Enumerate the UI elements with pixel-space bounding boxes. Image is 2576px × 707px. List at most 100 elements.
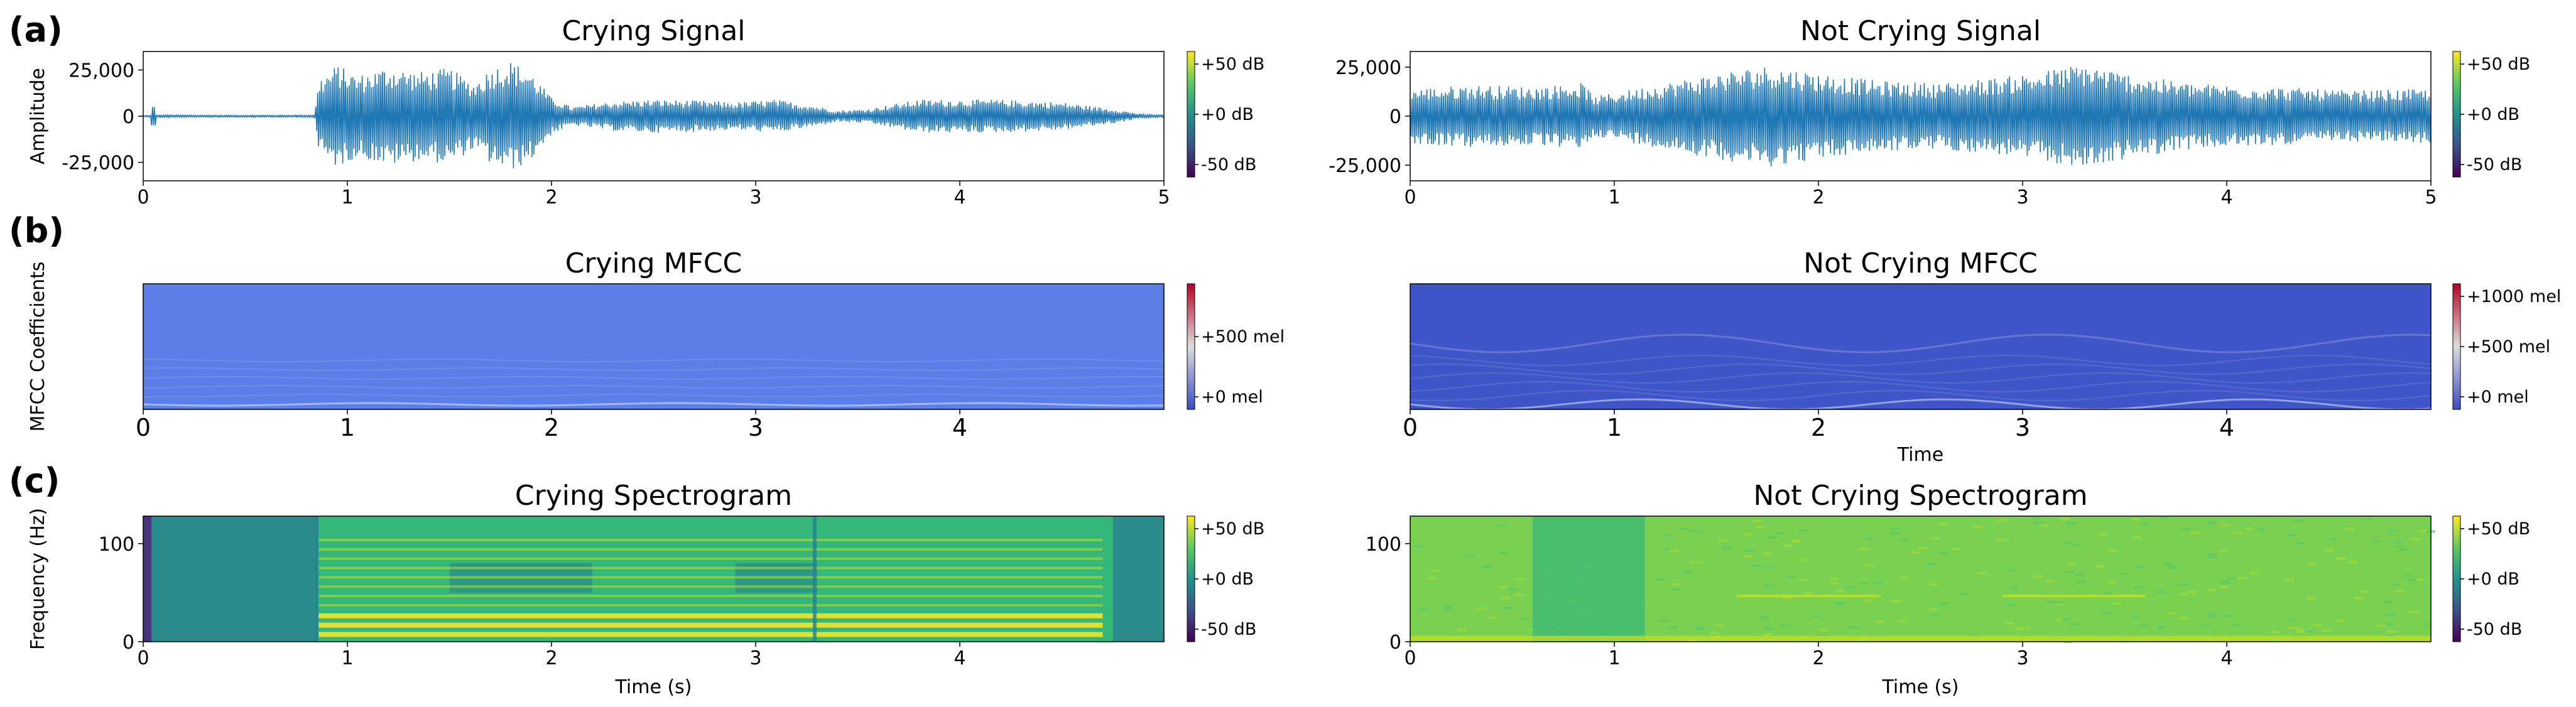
- spectrogram-speckle: [1428, 577, 1437, 580]
- spectrogram-speckle: [2072, 544, 2082, 546]
- harmonic-band: [318, 566, 1103, 569]
- x-axis-label: Time (s): [1882, 676, 1959, 698]
- y-tick-label: -25,000: [1329, 155, 1401, 177]
- mfcc-streak: [1410, 398, 2432, 411]
- spectrogram-speckle: [1930, 583, 1939, 586]
- crying-spectrogram-plot: 0 1 2 3 4 0 100 Crying Spectrogram Time (s) Frequ…: [27, 480, 1264, 698]
- spectrogram-speckle: [2067, 522, 2075, 525]
- colorbar-tick-label: -50 dB: [2467, 155, 2522, 175]
- colorbar: [1187, 515, 1195, 642]
- spectrogram-speckle: [2385, 622, 2394, 625]
- spectrogram-speckle: [2335, 619, 2345, 622]
- spectrogram-speckle: [2108, 550, 2117, 553]
- spectrogram-speckle: [2207, 521, 2216, 524]
- spectrogram-speckle: [1690, 530, 1700, 532]
- spectrogram-speckle: [2137, 565, 2146, 568]
- spectrogram-speckle: [2131, 518, 2140, 521]
- spectrogram-speckle: [1476, 607, 1486, 610]
- spectrogram-speckle: [2065, 571, 2075, 574]
- spectrogram-speckle: [2395, 545, 2405, 548]
- spectrogram-speckle: [1759, 615, 1768, 618]
- harmonic-band: [2002, 595, 2145, 597]
- spectrogram-speckle: [2045, 580, 2055, 583]
- spectrogram-speckle: [1763, 552, 1772, 555]
- spectrogram-speckle: [2395, 590, 2405, 593]
- spectrogram-speckle: [2227, 577, 2237, 580]
- spectrogram-speckle: [1849, 625, 1858, 629]
- x-tick-label: 3: [2016, 647, 2028, 669]
- spectrogram-speckle: [2285, 618, 2294, 621]
- chart-title: Not Crying MFCC: [1803, 247, 2038, 279]
- spectrogram-speckle: [2060, 618, 2070, 621]
- spectrogram-speckle: [1466, 554, 1475, 558]
- signal-line: [143, 63, 1165, 169]
- spectrogram-speckle: [2296, 630, 2306, 634]
- spectrogram-speckle: [2067, 562, 2077, 565]
- colorbar: [2452, 515, 2461, 642]
- y-tick-label: 100: [99, 534, 134, 556]
- spectrogram-speckle: [2219, 585, 2229, 588]
- spectrogram-region: [813, 516, 817, 642]
- spectrogram-speckle: [1415, 545, 1424, 548]
- spectrogram-speckle: [1898, 619, 1907, 622]
- spectrogram-speckle: [1443, 605, 1452, 608]
- spectrogram-speckle: [1710, 632, 1719, 635]
- chart-title: Crying MFCC: [565, 247, 742, 279]
- spectrogram-speckle: [1798, 529, 1808, 532]
- spectrogram-speckle: [2202, 623, 2212, 627]
- x-tick-label: 3: [749, 186, 761, 208]
- mfcc-streak: [143, 402, 1165, 407]
- spectrogram-speckle: [2234, 531, 2243, 534]
- colorbar-tick-label: +50 dB: [1201, 519, 1264, 539]
- spectrogram-speckle: [1679, 527, 1688, 530]
- x-tick-label: 5: [1158, 186, 1170, 208]
- spectrogram-speckle: [2160, 516, 2168, 519]
- spectrogram-speckle: [2180, 593, 2188, 596]
- spectrogram-speckle: [1672, 588, 1681, 591]
- spectrogram-speckle: [1722, 546, 1732, 549]
- spectrogram-speckle: [1865, 537, 1874, 540]
- spectrogram-speckle: [1939, 602, 1948, 605]
- x-tick-label: 4: [2219, 414, 2234, 441]
- y-tick-label: 100: [1366, 534, 1401, 556]
- spectrogram-speckle: [2077, 580, 2086, 583]
- spectrogram-speckle: [1775, 531, 1785, 534]
- spectrogram-speckle: [2360, 590, 2369, 593]
- spectrogram-speckle: [1890, 532, 1899, 535]
- x-tick-label: 1: [1607, 414, 1622, 441]
- spectrogram-speckle: [1938, 551, 1948, 554]
- spectrogram-region: [1112, 516, 1164, 642]
- mfcc-streak: [143, 358, 1165, 363]
- spectrogram-speckle: [1418, 608, 1428, 611]
- spectrogram-speckle: [1683, 571, 1692, 574]
- chart-title: Crying Signal: [562, 15, 745, 47]
- spectrogram-speckle: [1499, 585, 1508, 588]
- not-crying-spectrogram-plot: 0 1 2 3 4 0 100 Not Crying Spectrogram Time (s) +…: [1366, 480, 2531, 698]
- x-tick-label: 1: [341, 647, 353, 669]
- spectrogram-speckle: [2141, 522, 2150, 526]
- y-tick-label: 0: [1389, 106, 1401, 128]
- harmonic-band: [318, 622, 1103, 628]
- spectrogram-speckle: [1504, 607, 1514, 610]
- spectrogram-speckle: [1697, 627, 1706, 630]
- spectrogram-speckle: [2394, 541, 2403, 544]
- spectrogram-speckle: [1669, 549, 1678, 553]
- spectrogram-speckle: [2313, 623, 2323, 627]
- spectrogram-speckle: [2103, 592, 2112, 595]
- spectrogram-speckle: [2289, 627, 2298, 630]
- spectrogram-speckle: [2102, 612, 2112, 615]
- harmonic-band: [318, 603, 1103, 607]
- x-tick-label: 2: [545, 186, 557, 208]
- colorbar-tick-label: +0 dB: [1201, 569, 1254, 589]
- spectrogram-speckle: [2166, 612, 2175, 615]
- spectrogram-speckle: [1761, 617, 1770, 620]
- x-tick-label: 2: [1812, 186, 1824, 208]
- spectrogram-speckle: [1977, 572, 1987, 575]
- harmonic-band: [1737, 595, 1880, 597]
- spectrogram-speckle: [2250, 572, 2259, 575]
- spectrogram-speckle: [2060, 517, 2070, 521]
- panel-label-a: (a): [9, 10, 63, 50]
- spectrogram-speckle: [1766, 536, 1776, 539]
- spectrogram-speckle: [1930, 537, 1939, 540]
